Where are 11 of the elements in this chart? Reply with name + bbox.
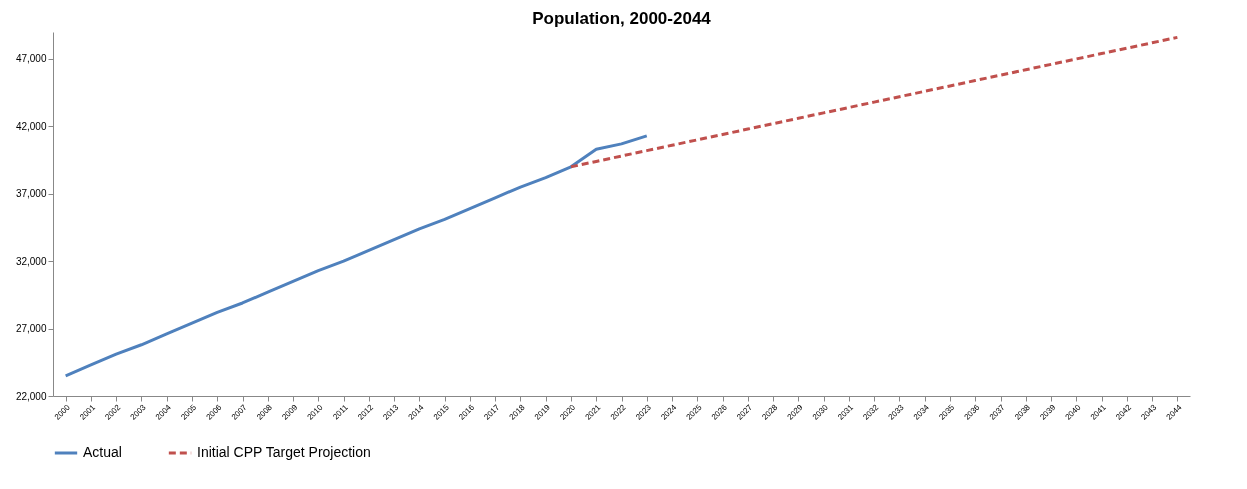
line-series xyxy=(64,134,649,378)
legend-label: Actual xyxy=(83,444,122,460)
y-tick-label: 27,000 xyxy=(15,323,47,335)
y-tick-label: 42,000 xyxy=(15,120,47,132)
y-tick-label: 47,000 xyxy=(15,53,47,65)
legend-label: Initial CPP Target Projection xyxy=(197,444,371,460)
y-tick-label: 22,000 xyxy=(15,390,47,402)
line-series xyxy=(569,35,1179,169)
y-tick-label: 37,000 xyxy=(15,188,47,200)
chart-title: Population, 2000-2044 xyxy=(532,9,712,28)
y-tick-label: 32,000 xyxy=(15,255,47,267)
